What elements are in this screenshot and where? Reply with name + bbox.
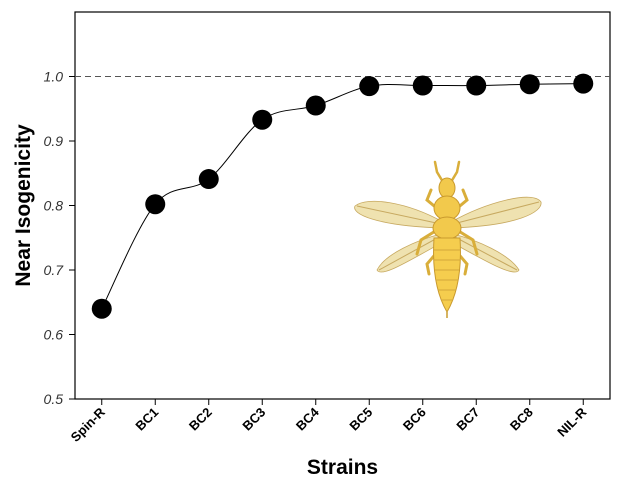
x-tick-label: BC7	[453, 405, 482, 434]
series-path	[101, 83, 584, 309]
data-point-bc4	[305, 95, 326, 116]
y-tick-label: 0.8	[44, 198, 64, 214]
data-point-nil-r	[573, 73, 594, 94]
data-point-bc2	[198, 169, 219, 190]
data-point-spin-r	[91, 298, 112, 319]
body	[432, 177, 462, 318]
data-point-bc1	[145, 194, 166, 215]
thrips-insect-icon	[354, 160, 542, 318]
data-point-bc8	[519, 74, 540, 95]
x-tick-label: BC2	[186, 405, 215, 434]
data-point-bc5	[359, 76, 380, 97]
x-tick-label: BC8	[507, 405, 536, 434]
y-tick-label: 0.7	[44, 262, 65, 278]
y-axis: 0.5 0.6 0.7 0.8 0.9 1.0 Near Isogenicity	[12, 69, 75, 407]
data-points	[91, 73, 594, 319]
y-tick-label: 0.5	[44, 391, 64, 407]
y-axis-title: Near Isogenicity	[12, 124, 35, 287]
x-tick-label: BC1	[132, 405, 161, 434]
data-point-bc7	[466, 75, 487, 96]
x-tick-label: BC4	[293, 404, 323, 434]
y-tick-label: 1.0	[44, 69, 64, 85]
x-tick-label: BC6	[400, 405, 429, 434]
x-tick-label: NIL-R	[554, 404, 590, 440]
series-line	[101, 83, 584, 309]
wing-upper-left	[354, 200, 444, 229]
x-tick-label: Spin-R	[68, 404, 109, 445]
wing-upper-right	[450, 196, 542, 229]
y-tick-label: 0.6	[44, 327, 64, 343]
x-tick-label: BC5	[346, 405, 375, 434]
x-axis: Spin-R BC1 BC2 BC3 BC4 BC5 BC6 BC7 BC8 NIL-R Strai…	[68, 399, 590, 479]
x-axis-title: Strains	[307, 456, 378, 479]
data-point-bc6	[412, 75, 433, 96]
y-tick-label: 0.9	[44, 133, 64, 149]
antennae	[433, 160, 461, 184]
wing-lower-right	[450, 233, 520, 273]
data-point-bc3	[252, 109, 273, 130]
x-tick-label: BC3	[239, 405, 268, 434]
